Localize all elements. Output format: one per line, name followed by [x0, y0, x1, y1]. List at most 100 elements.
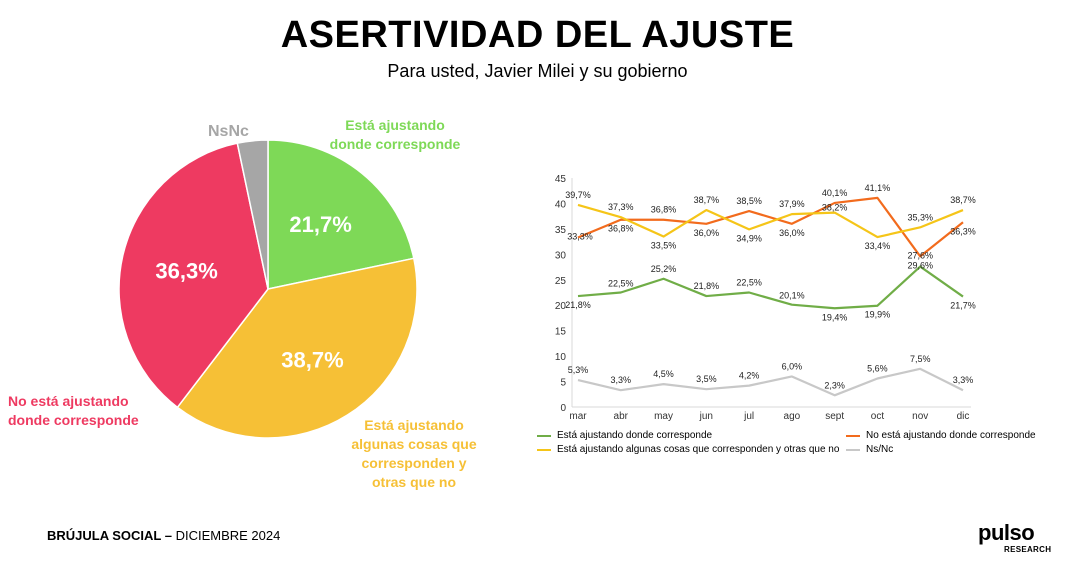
y-tick-label: 45 — [555, 174, 567, 185]
x-tick-label-jun: jun — [699, 411, 713, 422]
legend-swatch-gray — [846, 448, 860, 451]
data-label-orange: 33,3% — [567, 232, 593, 242]
data-label-gray: 2,3% — [824, 380, 845, 390]
pie-value-green: 21,7% — [289, 212, 351, 237]
data-label-yellow: 38,2% — [822, 203, 848, 213]
x-tick-label-may: may — [654, 411, 673, 422]
data-label-yellow: 35,3% — [907, 212, 933, 222]
data-label-orange: 36,3% — [950, 226, 976, 236]
data-label-gray: 7,5% — [910, 354, 931, 364]
page-subtitle: Para usted, Javier Milei y su gobierno — [387, 61, 688, 81]
pie-label-green: Está ajustando donde corresponde — [320, 116, 470, 154]
legend-swatch-yellow — [537, 448, 551, 451]
x-tick-label-jul: jul — [743, 411, 754, 422]
pie-value-red: 36,3% — [155, 259, 217, 284]
data-label-green: 22,5% — [608, 279, 634, 289]
y-tick-label: 10 — [555, 352, 567, 363]
data-label-green: 21,8% — [694, 281, 720, 291]
data-label-yellow: 37,9% — [779, 199, 805, 209]
data-label-orange: 36,8% — [608, 224, 634, 234]
footer-brand: BRÚJULA SOCIAL – — [47, 528, 172, 543]
pie-slice-yellow — [176, 257, 418, 439]
legend-label-gray: Ns/Nc — [866, 444, 894, 455]
data-label-gray: 3,3% — [611, 375, 632, 385]
x-tick-label-abr: abr — [614, 411, 629, 422]
pie-slice-gray — [236, 139, 269, 290]
legend-swatch-orange — [846, 434, 860, 437]
y-tick-label: 25 — [555, 276, 567, 287]
legend-label-green: Está ajustando donde corresponde — [557, 430, 713, 441]
data-label-gray: 4,5% — [653, 369, 674, 379]
y-tick-label: 15 — [555, 327, 567, 338]
page-title: ASERTIVIDAD DEL AJUSTE — [280, 14, 795, 56]
data-label-orange: 36,0% — [694, 228, 720, 238]
logo-subtitle: RESEARCH — [1004, 545, 1052, 554]
data-label-orange: 40,1% — [822, 188, 848, 198]
pie-label-yellow: Está ajustando algunas cosas que correspon… — [338, 416, 490, 492]
data-label-orange: 36,0% — [779, 228, 805, 238]
data-label-green: 19,9% — [865, 310, 891, 320]
data-label-orange: 36,8% — [651, 205, 677, 215]
legend-swatch-green — [537, 434, 551, 437]
logo-wordmark: pulso — [978, 520, 1035, 545]
data-label-yellow: 33,4% — [865, 241, 891, 251]
pie-slice-green — [267, 139, 415, 290]
footer-source: BRÚJULA SOCIAL – DICIEMBRE 2024 — [47, 528, 280, 543]
data-label-green: 25,2% — [651, 264, 677, 274]
data-label-gray: 4,2% — [739, 371, 760, 381]
pie-label-gray: NsNc — [208, 122, 249, 141]
series-line-yellow — [577, 203, 964, 239]
legend-item-gray: Ns/Nc — [846, 444, 893, 455]
pie-label-line: No está ajustando — [8, 393, 129, 409]
pie-label-line: otras que no — [371, 474, 456, 490]
data-label-green: 21,7% — [950, 301, 976, 311]
pie-label-line: Está ajustando — [345, 117, 445, 133]
data-label-yellow: 39,7% — [565, 190, 591, 200]
data-label-orange: 29,6% — [907, 260, 933, 270]
y-tick-label: 35 — [555, 225, 567, 236]
x-tick-label-mar: mar — [569, 411, 587, 422]
y-tick-label: 5 — [560, 378, 566, 389]
y-tick-label: 40 — [555, 199, 567, 210]
x-tick-label-nov: nov — [912, 411, 928, 422]
y-tick-label: 30 — [555, 250, 567, 261]
data-label-yellow: 38,7% — [694, 195, 720, 205]
data-label-yellow: 33,5% — [651, 241, 677, 251]
pie-label-red: No está ajustando donde corresponde — [8, 392, 158, 430]
x-tick-label-sept: sept — [825, 411, 844, 422]
legend-item-green: Está ajustando donde corresponde — [537, 430, 712, 441]
data-label-green: 20,1% — [779, 291, 805, 301]
footer-date: DICIEMBRE 2024 — [171, 528, 281, 543]
pie-label-line: Está ajustando — [364, 417, 464, 433]
pie-label-line: donde corresponde — [329, 136, 461, 152]
pie-label-line: corresponden y — [361, 455, 467, 471]
legend-item-orange: No está ajustando donde corresponde — [846, 430, 1036, 441]
x-tick-label-dic: dic — [957, 411, 970, 422]
data-label-yellow: 34,9% — [736, 233, 762, 243]
pie-value-yellow: 38,7% — [281, 348, 343, 373]
data-label-green: 21,8% — [565, 300, 591, 310]
data-label-orange: 41,1% — [865, 183, 891, 193]
data-label-gray: 5,3% — [568, 365, 589, 375]
data-label-gray: 3,3% — [953, 375, 974, 385]
data-label-green: 19,4% — [822, 312, 848, 322]
legend-label-orange: No está ajustando donde corresponde — [866, 430, 1036, 441]
pie-slice-red — [118, 142, 269, 409]
data-label-gray: 5,6% — [867, 364, 888, 374]
series-line-gray — [577, 367, 964, 397]
series-line-green — [577, 265, 964, 310]
y-tick-label: 0 — [560, 403, 566, 414]
data-label-green: 22,5% — [736, 278, 762, 288]
data-label-gray: 6,0% — [782, 361, 803, 371]
pulso-research-logo: pulso RESEARCH — [978, 520, 1052, 558]
pie-label-line: algunas cosas que — [351, 436, 477, 452]
data-label-yellow: 37,3% — [608, 202, 634, 212]
data-label-green: 27,6% — [907, 251, 933, 261]
legend-label-yellow: Está ajustando algunas cosas que corresp… — [557, 444, 840, 455]
x-tick-label-oct: oct — [871, 411, 885, 422]
data-label-yellow: 38,7% — [950, 195, 976, 205]
pie-label-line: NsNc — [208, 123, 249, 140]
data-label-orange: 38,5% — [736, 196, 762, 206]
data-label-gray: 3,5% — [696, 374, 717, 384]
